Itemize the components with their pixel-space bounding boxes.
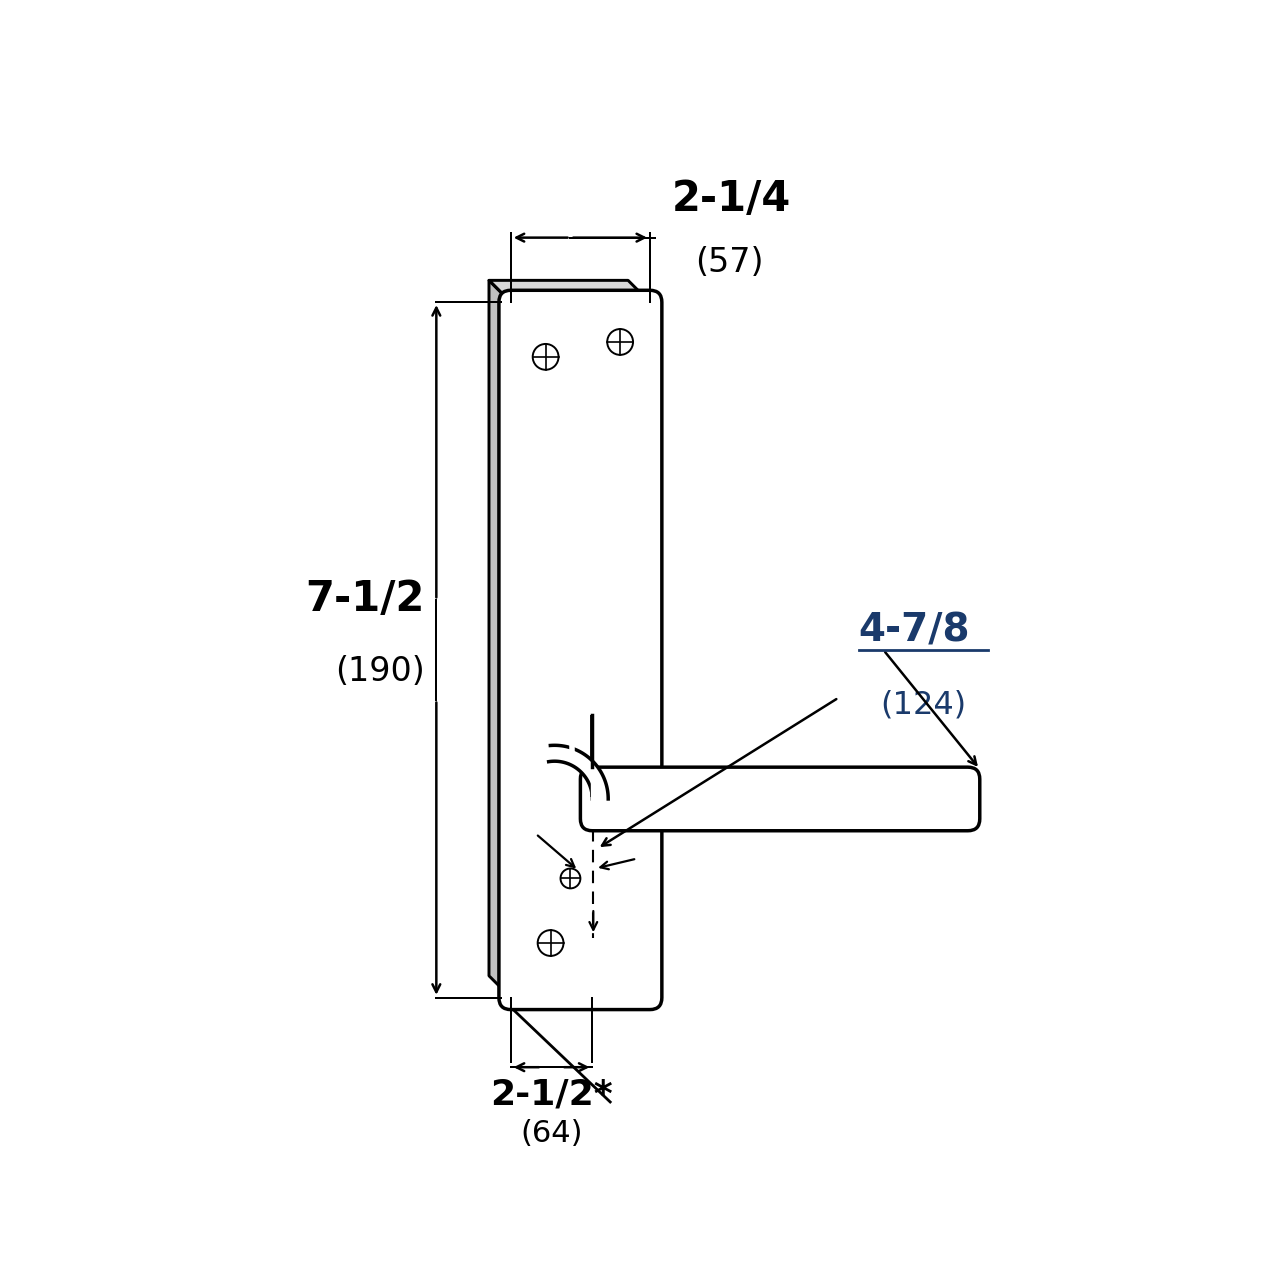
FancyBboxPatch shape (499, 291, 662, 1010)
Text: 2-1/2*: 2-1/2* (490, 1078, 613, 1111)
Polygon shape (591, 778, 600, 819)
Text: (64): (64) (521, 1119, 582, 1148)
Text: 7-1/2: 7-1/2 (305, 579, 425, 620)
Polygon shape (489, 280, 650, 302)
Text: 4-7/8: 4-7/8 (859, 612, 970, 650)
Polygon shape (549, 745, 608, 799)
Text: (57): (57) (695, 246, 763, 279)
Text: 2-1/4: 2-1/4 (672, 178, 791, 220)
Polygon shape (489, 280, 511, 997)
Text: (124): (124) (881, 690, 966, 721)
Polygon shape (511, 302, 650, 997)
FancyBboxPatch shape (580, 767, 979, 831)
Text: (190): (190) (334, 655, 425, 687)
